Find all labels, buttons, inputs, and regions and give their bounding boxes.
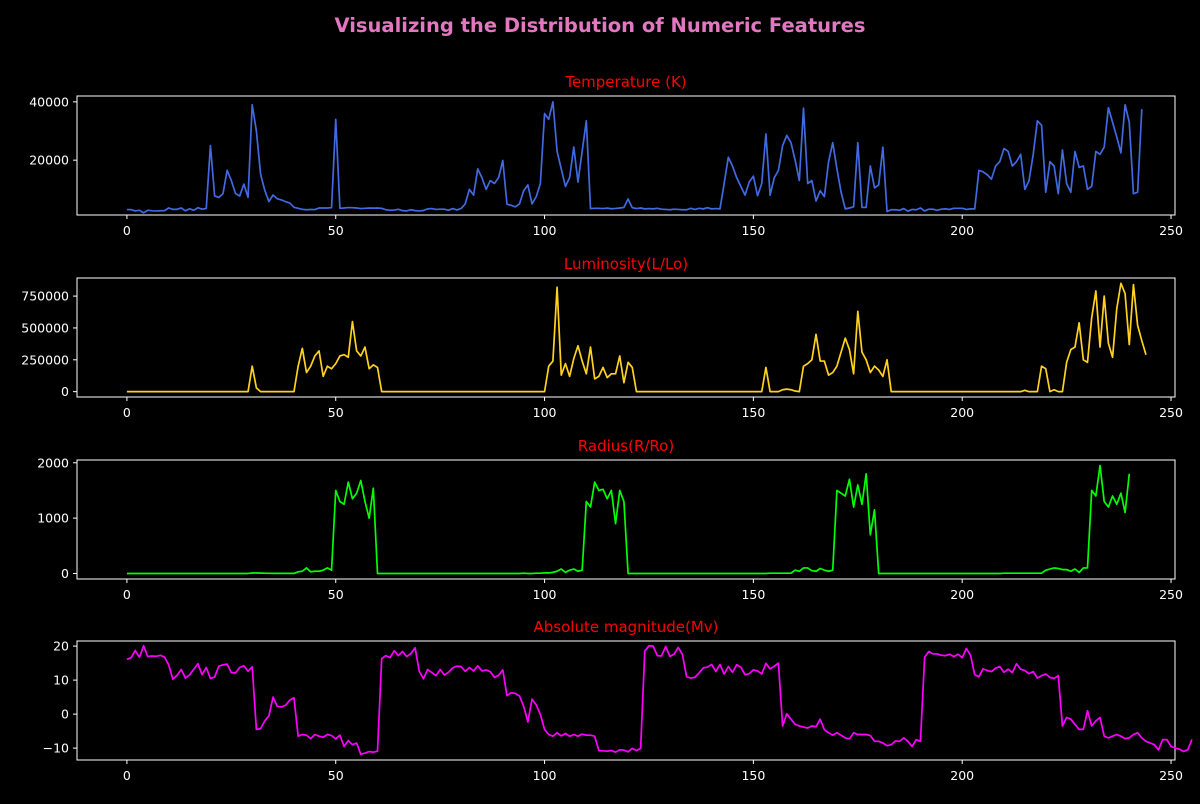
x-tick-label: 0 [123, 587, 131, 602]
x-tick-label: 250 [1159, 768, 1183, 783]
x-tick-label: 100 [533, 587, 557, 602]
x-tick-label: 100 [533, 223, 557, 238]
x-tick-label: 50 [328, 405, 344, 420]
x-tick-label: 250 [1159, 587, 1183, 602]
x-tick-label: 0 [123, 768, 131, 783]
y-tick-label: 0 [61, 384, 69, 399]
axes-frame [76, 640, 1176, 761]
series-line [126, 100, 1143, 214]
x-tick-label: 200 [950, 768, 974, 783]
x-tick-label: 250 [1159, 223, 1183, 238]
y-tick-label: 40000 [29, 94, 69, 109]
y-tick-label: 20000 [29, 153, 69, 168]
subplot-3: Radius(R/Ro) 0 50 100 150 200 250 0 1000 2000 [37, 437, 1183, 602]
x-tick-label: 150 [741, 405, 765, 420]
y-tick-label: 750000 [21, 289, 69, 304]
y-tick-label: 2000 [37, 455, 69, 470]
x-tick-label: 200 [950, 405, 974, 420]
y-tick-label: 0 [61, 566, 69, 581]
axes-frame [76, 459, 1176, 580]
x-tick-label: 0 [123, 223, 131, 238]
x-tick-label: 150 [741, 223, 765, 238]
y-tick-label: 0 [61, 707, 69, 722]
x-tick-label: 50 [328, 768, 344, 783]
subplot-title: Temperature (K) [564, 73, 686, 91]
figure-title: Visualizing the Distribution of Numeric … [335, 14, 866, 37]
y-tick-label: 20 [53, 639, 69, 654]
subplot-title: Absolute magnitude(Mv) [534, 618, 719, 636]
y-tick-label: 10 [53, 673, 69, 688]
subplot-title: Radius(R/Ro) [578, 437, 674, 455]
x-tick-label: 150 [741, 587, 765, 602]
series-line [126, 282, 1147, 393]
x-tick-label: 50 [328, 587, 344, 602]
subplot-4: Absolute magnitude(Mv)0 50 100 150 200 250−10… [43, 618, 1193, 783]
x-tick-label: 100 [533, 405, 557, 420]
x-tick-label: 200 [950, 587, 974, 602]
subplot-panels: Temperature (K)0 50 100 150 200 2502000040000… [21, 73, 1193, 783]
x-tick-label: 0 [123, 405, 131, 420]
x-tick-label: 250 [1159, 405, 1183, 420]
subplot-2: Luminosity(L/Lo) 0 50 100 150 200 250 0 250000 50… [21, 255, 1183, 420]
y-tick-label: −10 [43, 741, 69, 756]
axes-frame [76, 95, 1176, 216]
x-tick-label: 150 [741, 768, 765, 783]
x-tick-label: 50 [328, 223, 344, 238]
x-tick-label: 100 [533, 768, 557, 783]
axes-frame [76, 277, 1176, 398]
y-tick-label: 500000 [21, 320, 69, 335]
subplot-title: Luminosity(L/Lo) [564, 255, 688, 273]
y-tick-label: 250000 [21, 352, 69, 367]
subplot-1: Temperature (K) 0 50 100 150 200 250 20000 40000 [29, 73, 1183, 238]
y-tick-label: 1000 [37, 511, 69, 526]
series-line [126, 644, 1193, 756]
x-tick-label: 200 [950, 223, 974, 238]
series-line [126, 464, 1131, 575]
